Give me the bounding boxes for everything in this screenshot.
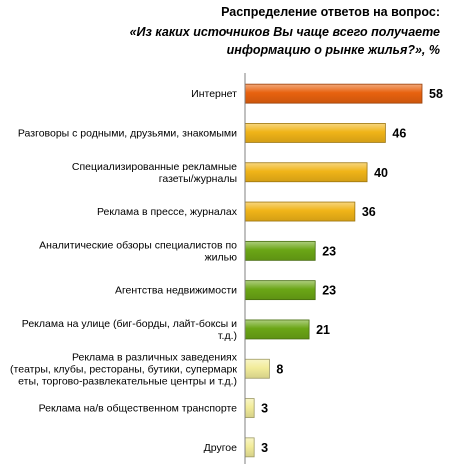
chart-subtitle-line-2: информацию о рынке жилья?», % <box>226 43 440 57</box>
category-label: Интернет <box>191 88 237 100</box>
category-label: Агентства недвижимости <box>115 285 237 297</box>
chart-subtitle-line-1: «Из каких источников Вы чаще всего получ… <box>129 25 440 39</box>
bar <box>244 123 386 143</box>
bar <box>244 319 310 340</box>
bar <box>244 201 356 222</box>
category-label: Специализированные рекламные газеты/журна… <box>72 161 237 185</box>
bar <box>244 83 423 104</box>
data-label: 3 <box>261 402 268 416</box>
bar <box>244 398 255 418</box>
category-label: Реклама на улице (биг-борды, лайт-боксы … <box>22 318 237 342</box>
data-label: 23 <box>322 244 336 258</box>
bar <box>244 280 316 301</box>
bar <box>244 437 255 458</box>
chart-title: Распределение ответов на вопрос: <box>221 5 440 19</box>
bar <box>244 162 368 183</box>
data-label: 21 <box>316 323 330 337</box>
category-label: Реклама в прессе, журналах <box>97 206 238 218</box>
data-label: 8 <box>276 362 283 376</box>
data-label: 40 <box>374 166 388 180</box>
data-label: 36 <box>362 205 376 219</box>
category-label: Аналитические обзоры специалистов по жиль… <box>39 239 237 263</box>
data-label: 58 <box>429 87 443 101</box>
data-label: 23 <box>322 284 336 298</box>
data-label: 3 <box>261 441 268 455</box>
category-label: Разговоры с родными, друзьями, знакомыми <box>18 127 237 139</box>
bar <box>244 240 316 261</box>
category-label: Реклама на/в общественном транспорте <box>39 403 238 415</box>
category-label: Другое <box>204 442 238 454</box>
data-label: 46 <box>392 126 406 140</box>
bar <box>244 358 270 379</box>
category-label: Реклама в различных заведениях (театры, к… <box>10 351 238 387</box>
